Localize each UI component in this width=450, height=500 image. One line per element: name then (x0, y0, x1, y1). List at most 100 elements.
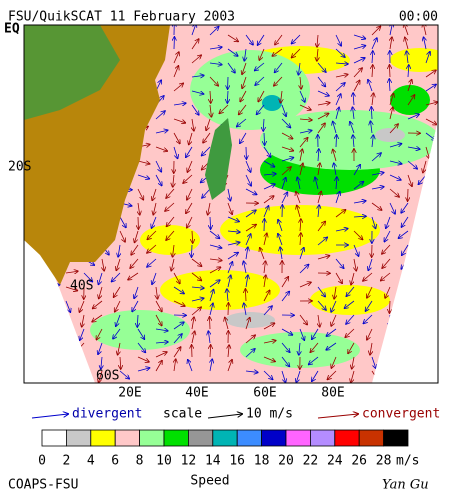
wind-arrow (166, 230, 175, 240)
wind-arrow (191, 25, 196, 36)
wind-arrow (147, 244, 157, 253)
wind-arrow (156, 286, 158, 299)
africa-forest (24, 25, 120, 120)
color-scale-label: 12 (181, 454, 197, 469)
wind-arrow (203, 132, 211, 143)
wind-arrow (192, 317, 194, 330)
wind-arrow (297, 177, 300, 190)
wind-arrow (118, 342, 120, 355)
wind-arrow (281, 178, 286, 190)
wind-arrow (420, 202, 427, 214)
wind-arrow (281, 291, 289, 302)
color-swatch (41, 429, 67, 447)
wind-arrow (191, 258, 202, 266)
wind-arrow (407, 174, 412, 186)
wind-arrow (353, 201, 366, 203)
wind-arrow (239, 104, 247, 115)
wind-arrow (137, 174, 149, 179)
wind-arrow (209, 47, 222, 49)
wind-arrow (335, 192, 340, 204)
wind-arrow (96, 328, 103, 340)
wind-arrow (227, 90, 228, 103)
color-scale-title: Speed (190, 474, 229, 489)
wind-arrow (191, 90, 204, 94)
wind-arrow (173, 272, 180, 283)
wind-arrow (335, 258, 344, 268)
wind-arrow (317, 300, 326, 310)
wind-arrow (365, 300, 373, 311)
wind-arrow (423, 160, 427, 173)
wind-arrow (209, 267, 221, 274)
wind-arrow (228, 275, 231, 288)
wind-arrow (300, 219, 301, 232)
wind-arrow (244, 303, 246, 316)
wind-arrow (246, 275, 248, 288)
wind-arrow (242, 76, 247, 88)
wind-arrow (317, 113, 329, 120)
wind-arrow (263, 206, 269, 218)
wind-patch (310, 285, 390, 315)
wind-arrow (300, 233, 301, 246)
wind-arrow (65, 271, 78, 273)
wind-arrow (299, 104, 311, 110)
color-scale-label: 18 (254, 454, 270, 469)
wind-arrow (29, 370, 33, 383)
wind-arrow (99, 286, 103, 299)
wind-arrow (418, 216, 427, 226)
wind-arrow (209, 244, 222, 248)
wind-arrow (281, 132, 293, 139)
wind-arrow (317, 76, 325, 86)
wind-arrow (210, 216, 211, 229)
wind-arrow (202, 188, 211, 198)
wind-arrow (155, 352, 167, 358)
title: FSU/QuikSCAT 11 February 2003 (8, 10, 235, 25)
wind-arrow (382, 258, 391, 268)
wind-arrow (29, 328, 42, 332)
wind-arrow (245, 34, 253, 45)
wind-arrow (326, 342, 337, 350)
wind-arrow (353, 93, 354, 106)
wind-arrow (65, 300, 70, 312)
wind-arrow (173, 334, 182, 344)
wind-arrow (299, 328, 304, 340)
wind-arrow (245, 289, 246, 302)
wind-arrow (281, 328, 292, 335)
wind-arrow (210, 359, 212, 372)
wind-arrow (82, 314, 84, 327)
wind-arrow (318, 149, 319, 162)
wind-arrow (389, 366, 401, 372)
wind-arrow (385, 286, 391, 298)
wind-arrow (209, 63, 222, 65)
wind-arrow (372, 93, 374, 106)
wind-arrow (227, 34, 238, 41)
wind-arrow (191, 55, 201, 64)
wind-arrow (299, 248, 304, 260)
wind-arrow (425, 102, 438, 106)
wind-arrow (102, 258, 104, 271)
wind-arrow (299, 163, 303, 176)
wind-arrow (61, 328, 67, 340)
wind-arrow (263, 306, 272, 316)
wind-arrow (371, 356, 376, 368)
divergent-arrow (31, 414, 68, 419)
wind-arrow (425, 300, 436, 307)
wind-arrow (407, 314, 418, 322)
wind-arrow (227, 48, 238, 56)
wind-arrow (263, 356, 275, 362)
wind-arrow (425, 84, 436, 92)
wind-arrow (29, 276, 36, 288)
wind-arrow (258, 90, 265, 102)
wind-arrow (398, 230, 409, 238)
wind-arrow (43, 356, 49, 368)
wind-arrow (83, 272, 92, 282)
wind-arrow (299, 130, 312, 133)
wind-arrow (209, 280, 220, 288)
wind-arrow (245, 349, 255, 358)
wind-arrow (281, 356, 289, 366)
color-swatch (309, 429, 336, 447)
wind-arrow (281, 118, 290, 128)
wind-arrow (335, 34, 341, 46)
wind-arrow (263, 323, 274, 330)
wind-arrow (245, 225, 256, 232)
wind-arrow (137, 160, 150, 164)
